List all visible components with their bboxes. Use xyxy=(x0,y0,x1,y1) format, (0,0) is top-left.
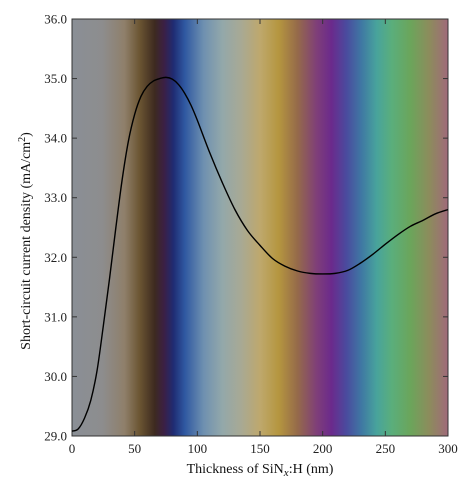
y-tick-label: 30.0 xyxy=(44,369,67,384)
y-tick-label: 36.0 xyxy=(44,12,67,27)
series-line xyxy=(71,76,449,432)
x-tick-label: 300 xyxy=(438,441,458,456)
y-axis-title: Short-circuit current density (mA/cm2) xyxy=(17,132,34,350)
x-tick-label: 250 xyxy=(376,441,396,456)
x-tick-label: 150 xyxy=(250,441,270,456)
x-tick-label: 0 xyxy=(69,441,76,456)
y-tick-label: 31.0 xyxy=(44,309,67,324)
x-tick-label: 50 xyxy=(128,441,141,456)
x-tick-label: 100 xyxy=(188,441,208,456)
y-axis-ticks: 29.0 30.0 31.0 32.0 33.0 34.0 35.0 36.0 xyxy=(44,12,448,444)
plot-area xyxy=(71,18,449,437)
y-tick-label: 32.0 xyxy=(44,250,67,265)
y-tick-label: 29.0 xyxy=(44,429,67,444)
x-axis-ticks: 0 50 100 150 200 250 300 xyxy=(69,19,458,456)
y-tick-label: 33.0 xyxy=(44,190,67,205)
y-tick-label: 34.0 xyxy=(44,131,67,146)
y-tick-label: 35.0 xyxy=(44,71,67,86)
x-axis-title: Thickness of SiNx:H (nm) xyxy=(187,462,334,479)
series-group xyxy=(71,76,449,432)
x-tick-label: 200 xyxy=(313,441,333,456)
